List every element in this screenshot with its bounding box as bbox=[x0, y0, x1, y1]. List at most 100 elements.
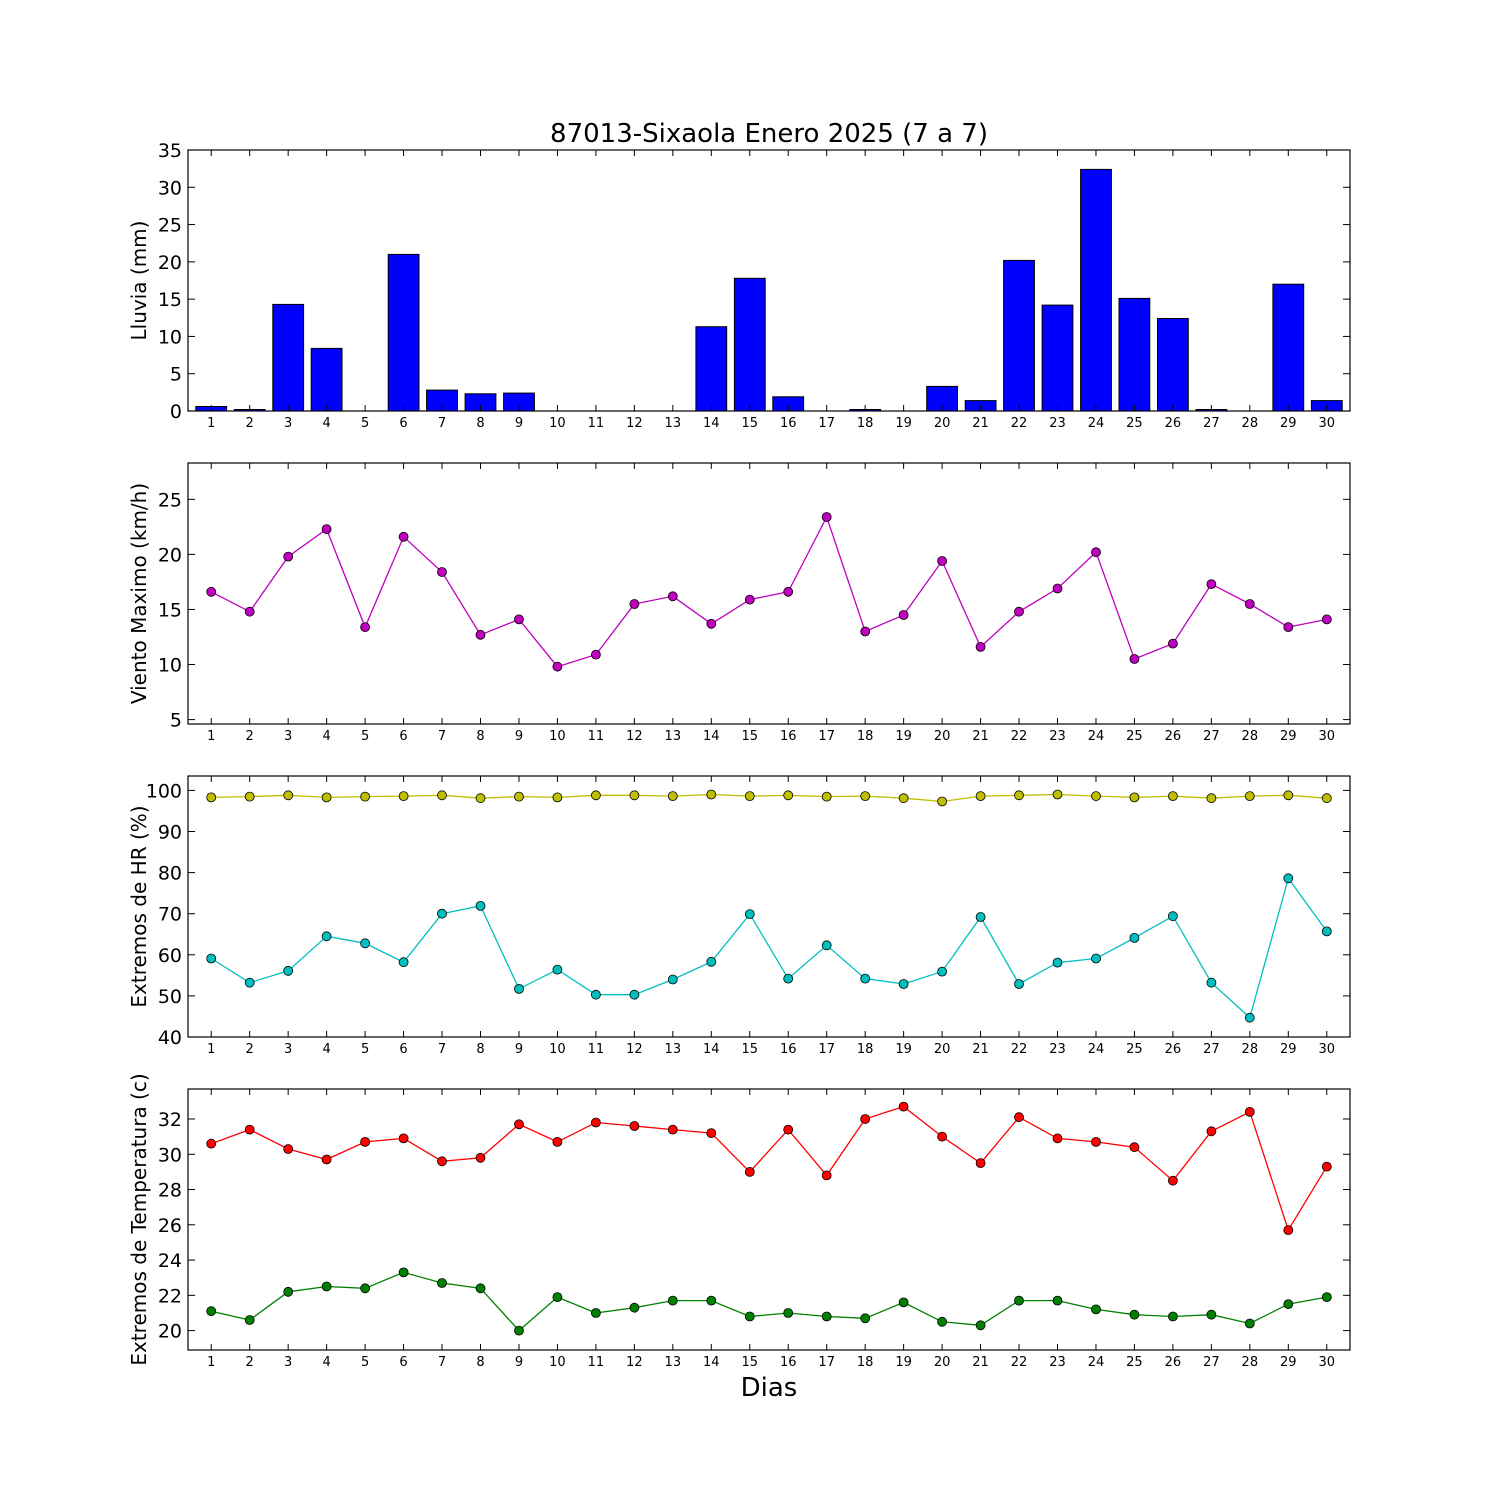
xtick-label: 8 bbox=[476, 729, 484, 744]
point-s1-day-20 bbox=[937, 556, 947, 566]
xtick-label: 18 bbox=[857, 1042, 874, 1057]
ytick-label: 10 bbox=[158, 326, 182, 348]
point-s2-day-16 bbox=[783, 973, 794, 984]
point-s2-day-23 bbox=[1052, 1295, 1063, 1306]
xtick-label: 22 bbox=[1011, 1355, 1028, 1370]
point-s1-day-23 bbox=[1052, 583, 1063, 594]
point-s2-day-16 bbox=[783, 1308, 794, 1318]
point-s1-day-19 bbox=[898, 610, 909, 620]
bar-day-14 bbox=[695, 326, 728, 412]
point-s1-day-10 bbox=[552, 661, 563, 672]
xtick-label: 13 bbox=[665, 416, 682, 431]
point-s1-day-7 bbox=[437, 790, 447, 801]
xtick-label: 14 bbox=[703, 1355, 720, 1370]
point-s1-day-12 bbox=[629, 790, 640, 801]
point-s1-day-16 bbox=[783, 790, 794, 801]
xtick-label: 21 bbox=[972, 1042, 989, 1057]
point-s1-day-17 bbox=[821, 512, 832, 522]
xtick-label: 17 bbox=[818, 1355, 835, 1370]
point-s2-day-15 bbox=[744, 1311, 755, 1322]
point-s2-day-19 bbox=[898, 1297, 909, 1308]
xtick-label: 16 bbox=[780, 729, 797, 744]
xtick-label: 26 bbox=[1165, 1042, 1182, 1057]
xtick-label: 22 bbox=[1011, 416, 1028, 431]
point-s1-day-30 bbox=[1321, 793, 1332, 804]
point-s1-day-18 bbox=[860, 791, 871, 801]
xtick-label: 23 bbox=[1049, 729, 1066, 744]
xtick-label: 27 bbox=[1203, 1042, 1220, 1057]
point-s1-day-4 bbox=[321, 524, 332, 534]
point-s2-day-28 bbox=[1244, 1012, 1255, 1023]
xtick-label: 26 bbox=[1165, 729, 1182, 744]
series-line-2 bbox=[211, 1271, 1327, 1332]
point-s1-day-8 bbox=[475, 629, 486, 640]
bar-day-4 bbox=[310, 347, 343, 412]
xtick-label: 7 bbox=[438, 416, 446, 431]
point-s2-day-14 bbox=[706, 1295, 717, 1306]
point-s1-day-25 bbox=[1129, 792, 1140, 803]
xtick-label: 5 bbox=[361, 1042, 369, 1057]
xtick-label: 29 bbox=[1280, 416, 1297, 431]
point-s1-day-1 bbox=[206, 586, 217, 597]
point-s2-day-11 bbox=[591, 1308, 601, 1318]
point-s2-day-25 bbox=[1129, 933, 1140, 943]
point-s1-day-19 bbox=[898, 1101, 909, 1112]
xtick-label: 17 bbox=[818, 416, 835, 431]
point-s2-day-29 bbox=[1283, 1299, 1294, 1309]
point-s1-day-30 bbox=[1321, 1161, 1332, 1172]
point-s1-day-16 bbox=[783, 1124, 794, 1135]
xtick-label: 9 bbox=[515, 1042, 523, 1057]
point-s1-day-2 bbox=[244, 606, 255, 617]
xtick-label: 28 bbox=[1242, 729, 1259, 744]
point-s1-day-25 bbox=[1129, 654, 1140, 664]
point-s2-day-24 bbox=[1091, 953, 1101, 964]
bar-day-29 bbox=[1272, 283, 1305, 412]
ytick-label: 5 bbox=[170, 710, 182, 732]
xtick-label: 25 bbox=[1126, 416, 1143, 431]
ytick-label: 20 bbox=[158, 1321, 182, 1343]
ytick-label: 24 bbox=[158, 1250, 182, 1272]
point-s2-day-13 bbox=[667, 1295, 678, 1306]
point-s2-day-9 bbox=[514, 984, 524, 994]
xtick-label: 6 bbox=[399, 729, 407, 744]
xtick-label: 12 bbox=[626, 416, 643, 431]
axes-frame bbox=[187, 775, 1351, 1038]
point-s1-day-22 bbox=[1014, 790, 1024, 801]
point-s2-day-12 bbox=[629, 1302, 640, 1313]
point-s2-day-21 bbox=[975, 912, 986, 922]
xtick-label: 20 bbox=[934, 416, 951, 431]
point-s1-day-3 bbox=[283, 1144, 294, 1154]
xtick-label: 28 bbox=[1242, 1355, 1259, 1370]
xtick-label: 7 bbox=[438, 1355, 446, 1370]
y-axis-label: Extremos de HR (%) bbox=[127, 805, 151, 1007]
xtick-label: 23 bbox=[1049, 1042, 1066, 1057]
xtick-label: 17 bbox=[818, 1042, 835, 1057]
point-s2-day-23 bbox=[1052, 957, 1063, 968]
xtick-label: 4 bbox=[322, 416, 330, 431]
xtick-label: 30 bbox=[1318, 729, 1335, 744]
bar-day-25 bbox=[1118, 297, 1151, 412]
point-s1-day-28 bbox=[1244, 791, 1255, 801]
xtick-label: 29 bbox=[1280, 1042, 1297, 1057]
point-s2-day-5 bbox=[360, 1283, 371, 1294]
ytick-label: 30 bbox=[158, 177, 182, 199]
x-axis-label: Dias bbox=[741, 1373, 798, 1403]
xtick-label: 21 bbox=[972, 1355, 989, 1370]
point-s1-day-11 bbox=[591, 649, 601, 660]
xtick-label: 5 bbox=[361, 729, 369, 744]
point-s2-day-17 bbox=[821, 1311, 832, 1322]
xtick-label: 27 bbox=[1203, 416, 1220, 431]
point-s2-day-19 bbox=[898, 979, 909, 989]
ytick-label: 20 bbox=[158, 544, 182, 566]
point-s2-day-29 bbox=[1283, 873, 1294, 884]
point-s1-day-30 bbox=[1321, 614, 1332, 625]
xtick-label: 29 bbox=[1280, 729, 1297, 744]
xtick-label: 24 bbox=[1088, 729, 1105, 744]
xtick-label: 10 bbox=[549, 1042, 566, 1057]
point-s1-day-23 bbox=[1052, 1133, 1063, 1144]
xtick-label: 24 bbox=[1088, 1355, 1105, 1370]
xtick-label: 26 bbox=[1165, 416, 1182, 431]
